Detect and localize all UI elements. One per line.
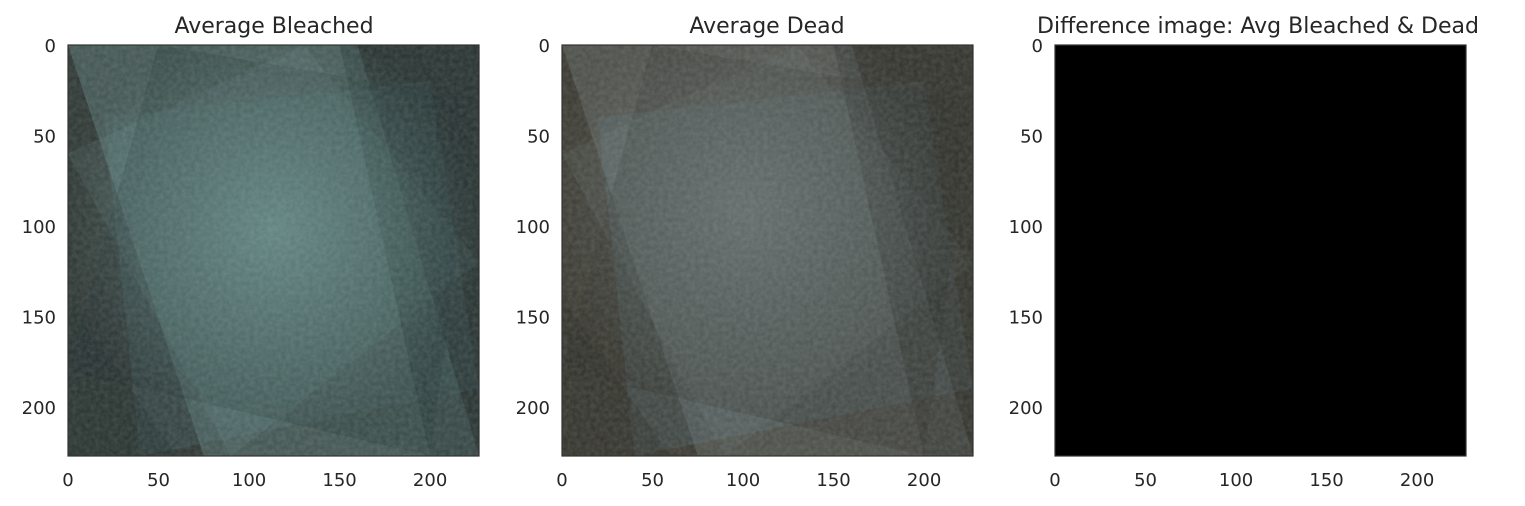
panel-average-bleached: Average Bleached 0 50 100 150 200 0 50 100 150 2…	[22, 14, 480, 491]
panel-title: Difference image: Avg Bleached & Dead	[1037, 14, 1479, 39]
y-tick-label: 150	[1009, 308, 1043, 329]
y-tick-label: 50	[33, 127, 56, 148]
y-tick-label: 50	[527, 127, 550, 148]
axes-frame	[1054, 44, 1467, 457]
x-tick-label: 0	[556, 470, 567, 491]
x-tick-label: 100	[1219, 470, 1253, 491]
y-tick-label: 0	[1032, 36, 1043, 57]
x-tick-label: 50	[147, 470, 170, 491]
x-axis: 0 50 100 150 200	[556, 470, 941, 491]
heatmap-image	[562, 45, 973, 456]
panel-title: Average Dead	[689, 14, 844, 39]
axes-frame	[561, 44, 974, 457]
heatmap-image	[68, 45, 479, 456]
y-tick-label: 100	[1009, 217, 1043, 238]
x-tick-label: 100	[726, 470, 760, 491]
x-tick-label: 0	[62, 470, 73, 491]
y-tick-label: 50	[1020, 127, 1043, 148]
panel-average-dead: Average Dead 0 50 100 150 200 0 50 100 150 200	[516, 14, 974, 491]
heatmap-image	[1055, 45, 1466, 456]
x-tick-label: 150	[322, 470, 356, 491]
x-tick-label: 150	[816, 470, 850, 491]
panel-title: Average Bleached	[174, 14, 373, 39]
x-tick-label: 200	[1400, 470, 1434, 491]
panel-difference-image: Difference image: Avg Bleached & Dead 0 5…	[1009, 14, 1479, 491]
x-tick-label: 150	[1309, 470, 1343, 491]
y-tick-label: 100	[516, 217, 550, 238]
y-axis: 0 50 100 150 200	[1009, 36, 1043, 419]
x-tick-label: 200	[907, 470, 941, 491]
y-tick-label: 200	[22, 398, 56, 419]
x-tick-label: 100	[232, 470, 266, 491]
x-tick-label: 200	[413, 470, 447, 491]
x-axis: 0 50 100 150 200	[62, 470, 447, 491]
y-tick-label: 200	[1009, 398, 1043, 419]
image-noise	[562, 45, 973, 456]
y-tick-label: 150	[516, 308, 550, 329]
y-tick-label: 150	[22, 308, 56, 329]
x-tick-label: 0	[1049, 470, 1060, 491]
x-tick-label: 50	[1134, 470, 1157, 491]
axes-frame	[67, 44, 480, 457]
y-tick-label: 0	[45, 36, 56, 57]
y-tick-label: 0	[539, 36, 550, 57]
y-axis: 0 50 100 150 200	[22, 36, 56, 419]
image-noise	[68, 45, 479, 456]
x-tick-label: 50	[641, 470, 664, 491]
y-tick-label: 200	[516, 398, 550, 419]
y-axis: 0 50 100 150 200	[516, 36, 550, 419]
image-background	[1055, 45, 1466, 456]
x-axis: 0 50 100 150 200	[1049, 470, 1434, 491]
y-tick-label: 100	[22, 217, 56, 238]
